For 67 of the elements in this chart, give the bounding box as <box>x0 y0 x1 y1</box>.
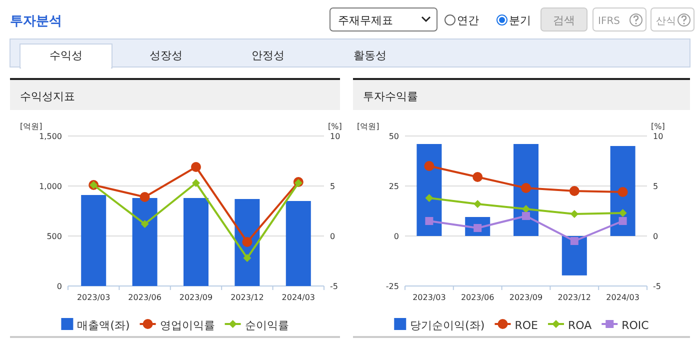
legend-label: ROE <box>514 319 538 332</box>
point <box>140 220 149 228</box>
bar <box>132 198 158 286</box>
y2-axis-title: [%] <box>651 122 665 131</box>
point <box>425 217 434 225</box>
y-axis-title: [억원] <box>357 122 380 131</box>
x-tick-label: 2023/09 <box>509 293 543 302</box>
y2-tick-label: 0 <box>653 232 658 241</box>
point <box>242 237 252 247</box>
point <box>618 209 627 217</box>
point <box>522 205 530 213</box>
y2-tick-label: -5 <box>330 282 338 291</box>
bar <box>416 144 442 236</box>
point <box>424 161 434 171</box>
x-tick-label: 2023/12 <box>558 293 592 302</box>
point <box>425 194 434 202</box>
y2-tick-label: 5 <box>330 182 336 191</box>
point <box>521 183 531 193</box>
legend-label: ROA <box>568 319 592 332</box>
bar <box>81 195 106 286</box>
point <box>570 237 578 245</box>
y-tick-label: 1,500 <box>39 132 62 141</box>
y-tick-label: 0 <box>394 232 399 241</box>
point <box>191 162 201 172</box>
bar <box>286 201 311 286</box>
y-tick-label: 500 <box>46 232 62 241</box>
point <box>140 192 150 202</box>
x-tick-label: 2023/06 <box>128 293 162 302</box>
x-tick-label: 2023/03 <box>76 293 110 302</box>
y2-axis-title: [%] <box>328 122 342 131</box>
point <box>472 172 483 182</box>
bar <box>562 236 587 276</box>
x-tick-label: 2023/03 <box>412 293 446 302</box>
y-tick-label: 25 <box>388 182 399 191</box>
y-axis-title: [억원] <box>20 122 42 131</box>
legend-label: 영업이익률 <box>160 319 215 332</box>
chart-title: 투자수익률 <box>363 90 418 103</box>
bar <box>610 146 636 236</box>
y2-tick-label: 0 <box>330 232 336 241</box>
legend-label: 매출액(좌) <box>77 319 130 332</box>
y-tick-label: 0 <box>56 282 62 291</box>
point <box>618 187 628 197</box>
y2-tick-label: 10 <box>653 132 664 141</box>
y-tick-label: -25 <box>386 282 399 291</box>
point <box>522 212 530 220</box>
x-tick-label: 2024/03 <box>282 293 316 302</box>
legend-label: 순이익률 <box>244 319 289 332</box>
point <box>192 179 200 187</box>
y2-tick-label: 10 <box>330 132 340 141</box>
x-tick-label: 2023/12 <box>230 293 264 302</box>
point <box>474 200 482 208</box>
y-tick-label: 50 <box>388 132 399 141</box>
y-tick-label: 1,000 <box>39 182 62 191</box>
x-tick-label: 2024/03 <box>606 293 640 302</box>
chart-title: 수익성지표 <box>20 90 75 103</box>
page-header: 투자분석 주재무제표 연간 분기 검색 IFRS 산식 수익성 성장성 안정성 활동성 <box>10 8 694 69</box>
y2-tick-label: -5 <box>653 282 661 291</box>
x-tick-label: 2023/09 <box>179 293 213 302</box>
legend-label: 당기순이익(좌) <box>410 319 485 332</box>
bar <box>184 198 208 286</box>
point <box>618 217 627 225</box>
point <box>570 210 578 218</box>
x-tick-label: 2023/06 <box>460 293 494 302</box>
legend-label: ROIC <box>622 319 650 332</box>
point <box>569 186 580 196</box>
point <box>243 254 252 262</box>
y2-tick-label: 5 <box>653 182 658 191</box>
